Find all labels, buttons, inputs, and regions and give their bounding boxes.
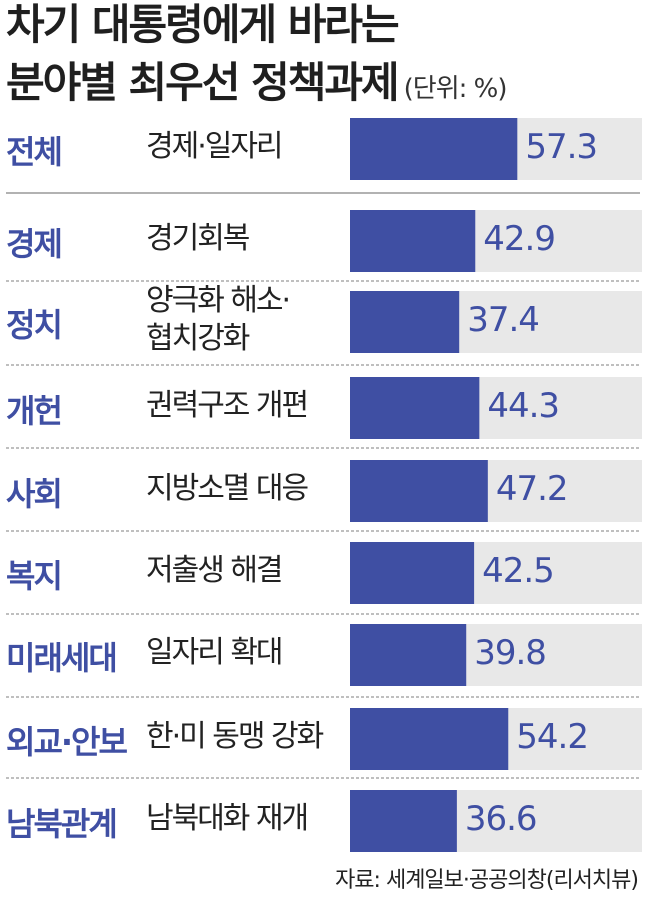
category-label: 사회: [6, 475, 63, 513]
chart-title-line-1: 차기 대통령에게 바라는: [6, 0, 400, 49]
value-label: 54.2: [516, 717, 589, 757]
value-label: 47.2: [495, 469, 569, 509]
bar-7: [350, 708, 509, 770]
item-label: 남북대화 재개: [146, 801, 309, 836]
value-label: 57.3: [525, 127, 598, 167]
value-label: 37.4: [467, 300, 540, 340]
category-label: 외교·안보: [6, 723, 128, 761]
bar-5: [350, 542, 475, 604]
item-label: 경제·일자리: [146, 129, 284, 164]
item-label: 경기회복: [146, 221, 250, 256]
category-label: 전체: [6, 133, 63, 171]
item-label: 양극화 해소· 협치강화: [146, 283, 291, 356]
chart-title-line-2: 분야별 최우선 정책과제 (단위: %): [6, 62, 508, 104]
item-label: 저출생 해결: [146, 553, 284, 588]
bar-1: [350, 210, 476, 272]
category-label: 정치: [6, 306, 63, 344]
category-label: 개헌: [6, 392, 63, 430]
unit-label: (단위: %): [403, 74, 508, 104]
bar-6: [350, 624, 467, 686]
value-label: 39.8: [474, 633, 547, 673]
item-label: 지방소멸 대응: [146, 471, 309, 506]
category-label: 남북관계: [6, 805, 118, 843]
category-label: 복지: [6, 557, 63, 595]
source-note: 자료: 세계일보·공공의창(리서치뷰): [335, 868, 639, 893]
item-label: 일자리 확대: [146, 635, 284, 670]
bar-8: [350, 790, 457, 852]
category-label: 경제: [6, 225, 63, 263]
value-label: 42.5: [482, 551, 555, 591]
bar-3: [350, 377, 480, 439]
category-label: 미래세대: [6, 639, 118, 677]
value-label: 42.9: [483, 219, 556, 259]
bar-0: [350, 118, 518, 180]
item-label: 한·미 동맹 강화: [146, 719, 324, 754]
item-label: 권력구조 개편: [146, 388, 309, 423]
bar-4: [350, 460, 488, 522]
bar-2: [350, 291, 460, 353]
value-label: 36.6: [464, 799, 538, 839]
chart-title-text: 분야별 최우선 정책과제: [6, 58, 400, 107]
value-label: 44.3: [487, 386, 560, 426]
